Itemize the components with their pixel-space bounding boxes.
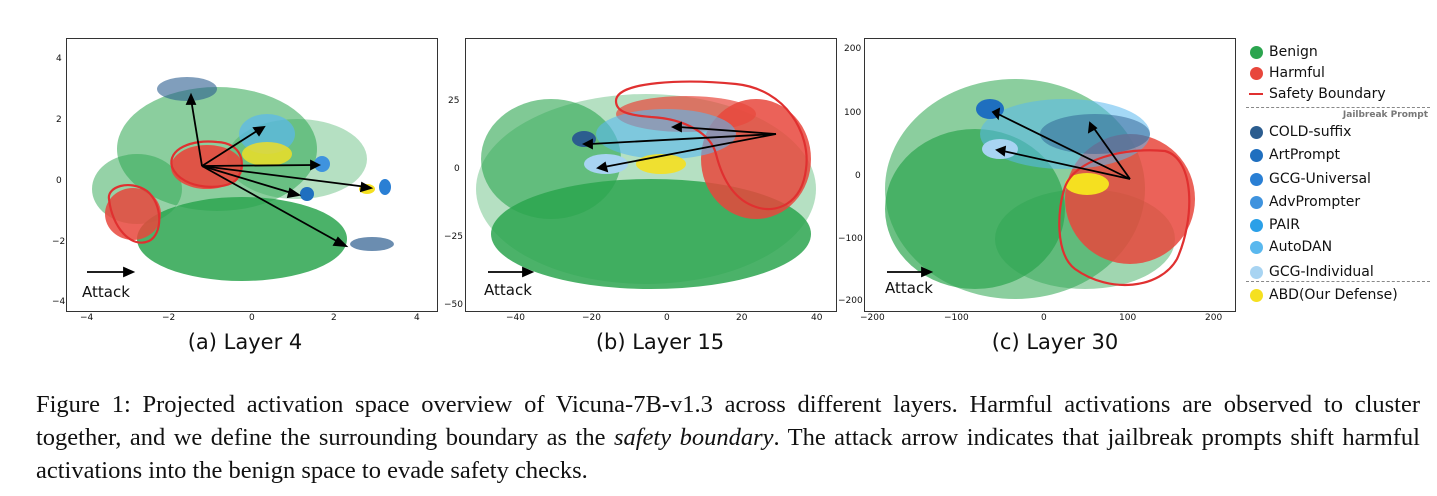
legend-label: COLD-suffix bbox=[1269, 124, 1352, 140]
caption-prefix: Figure 1: Projected activation space ove… bbox=[36, 391, 1420, 451]
xtick: 20 bbox=[736, 313, 748, 323]
safety-boundary bbox=[614, 80, 808, 211]
ytick: 0 bbox=[855, 171, 861, 181]
xtick: 100 bbox=[1119, 313, 1137, 323]
dot-icon bbox=[1250, 265, 1263, 279]
red-line-icon bbox=[1249, 93, 1263, 95]
subcaption-layer-4: (a) Layer 4 bbox=[187, 330, 303, 354]
ytick: 0 bbox=[454, 164, 460, 174]
xtick: 40 bbox=[811, 313, 823, 323]
ytick: 0 bbox=[56, 176, 62, 186]
legend-label: Safety Boundary bbox=[1269, 86, 1386, 102]
legend-item-gcg-individual: GCG-Individual bbox=[1244, 262, 1374, 282]
yellow-dot-icon bbox=[1250, 288, 1263, 302]
ytick: 2 bbox=[56, 115, 62, 125]
dot-icon bbox=[1250, 172, 1263, 186]
xtick: 0 bbox=[249, 313, 255, 323]
legend-item-gcg-universal: GCG-Universal bbox=[1244, 169, 1371, 189]
jailbreak-clusters bbox=[157, 77, 394, 251]
attack-label: Attack bbox=[885, 279, 933, 297]
legend-item-benign: Benign bbox=[1244, 42, 1318, 62]
subcaption-layer-15: (b) Layer 15 bbox=[595, 330, 725, 354]
dot-icon bbox=[1250, 240, 1263, 254]
xtick: 200 bbox=[1205, 313, 1223, 323]
jailbreak-clusters bbox=[572, 109, 736, 174]
legend-label: PAIR bbox=[1269, 217, 1300, 233]
attack-arrows bbox=[887, 107, 1131, 278]
legend-divider bbox=[1246, 281, 1430, 282]
legend-label: Harmful bbox=[1269, 65, 1325, 81]
green-dot-icon bbox=[1250, 45, 1263, 59]
caption-emphasis: safety boundary bbox=[613, 424, 774, 451]
scatter-svg-layer-4 bbox=[87, 77, 394, 281]
xtick: 4 bbox=[414, 313, 420, 323]
safety-boundary bbox=[1058, 149, 1191, 287]
xtick: −2 bbox=[162, 313, 176, 323]
red-dot-icon bbox=[1250, 66, 1263, 80]
ytick: 25 bbox=[448, 96, 460, 106]
ytick: −25 bbox=[444, 232, 463, 242]
attack-arrows bbox=[488, 121, 777, 278]
legend-label: AutoDAN bbox=[1269, 239, 1333, 255]
scatter-plot-layer-30: Attack bbox=[864, 38, 1236, 312]
legend-item-abd: ABD(Our Defense) bbox=[1244, 285, 1398, 305]
legend-section-title: Jailbreak Prompt bbox=[1342, 110, 1428, 120]
legend-item-autodan: AutoDAN bbox=[1244, 237, 1332, 257]
figure-caption: Figure 1: Projected activation space ove… bbox=[36, 388, 1420, 487]
dot-icon bbox=[1250, 218, 1263, 232]
xtick: −20 bbox=[582, 313, 601, 323]
legend-label: GCG-Universal bbox=[1269, 171, 1371, 187]
legend-label: ABD(Our Defense) bbox=[1269, 287, 1398, 303]
ytick: −200 bbox=[838, 296, 863, 306]
dot-icon bbox=[1250, 195, 1263, 209]
attack-arrows bbox=[87, 92, 374, 278]
legend-label: GCG-Individual bbox=[1269, 264, 1374, 280]
ytick: 100 bbox=[844, 108, 862, 118]
xtick: −40 bbox=[506, 313, 525, 323]
attack-label: Attack bbox=[82, 283, 130, 301]
xtick: 2 bbox=[331, 313, 337, 323]
xtick: 0 bbox=[1041, 313, 1047, 323]
scatter-plot-layer-4: Attack bbox=[66, 38, 438, 312]
legend-divider bbox=[1246, 107, 1430, 108]
xtick: −100 bbox=[944, 313, 969, 323]
xtick: 0 bbox=[664, 313, 670, 323]
caption-suffix: . The attack arrow indicates that jailbr… bbox=[36, 424, 1420, 484]
legend-item-cold-suffix: COLD-suffix bbox=[1244, 122, 1351, 142]
scatter-plot-layer-15: Attack bbox=[465, 38, 837, 312]
ytick: 4 bbox=[56, 54, 62, 64]
ytick: 200 bbox=[844, 44, 862, 54]
dot-icon bbox=[1250, 125, 1263, 139]
ytick: −4 bbox=[52, 297, 66, 307]
xtick: −200 bbox=[860, 313, 885, 323]
ytick: −50 bbox=[444, 300, 463, 310]
jailbreak-clusters bbox=[976, 99, 1150, 195]
dot-icon bbox=[1250, 148, 1263, 162]
attack-label: Attack bbox=[484, 281, 532, 299]
legend-label: ArtPrompt bbox=[1269, 147, 1341, 163]
legend-item-advprompter: AdvPrompter bbox=[1244, 192, 1360, 212]
xtick: −4 bbox=[80, 313, 94, 323]
legend-item-artprompt: ArtPrompt bbox=[1244, 145, 1340, 165]
scatter-svg-layer-30 bbox=[885, 79, 1195, 299]
harmful-cluster bbox=[1065, 134, 1195, 264]
legend: Benign Harmful Safety Boundary Jailbreak… bbox=[1244, 40, 1434, 310]
scatter-svg-layer-15 bbox=[476, 80, 816, 289]
legend-item-pair: PAIR bbox=[1244, 215, 1300, 235]
safety-boundary bbox=[107, 140, 243, 244]
subcaption-layer-30: (c) Layer 30 bbox=[991, 330, 1119, 354]
legend-label: Benign bbox=[1269, 44, 1318, 60]
ytick: −2 bbox=[52, 237, 66, 247]
legend-label: AdvPrompter bbox=[1269, 194, 1361, 210]
legend-item-safety-boundary: Safety Boundary bbox=[1244, 84, 1386, 104]
legend-item-harmful: Harmful bbox=[1244, 63, 1325, 83]
ytick: −100 bbox=[838, 234, 863, 244]
